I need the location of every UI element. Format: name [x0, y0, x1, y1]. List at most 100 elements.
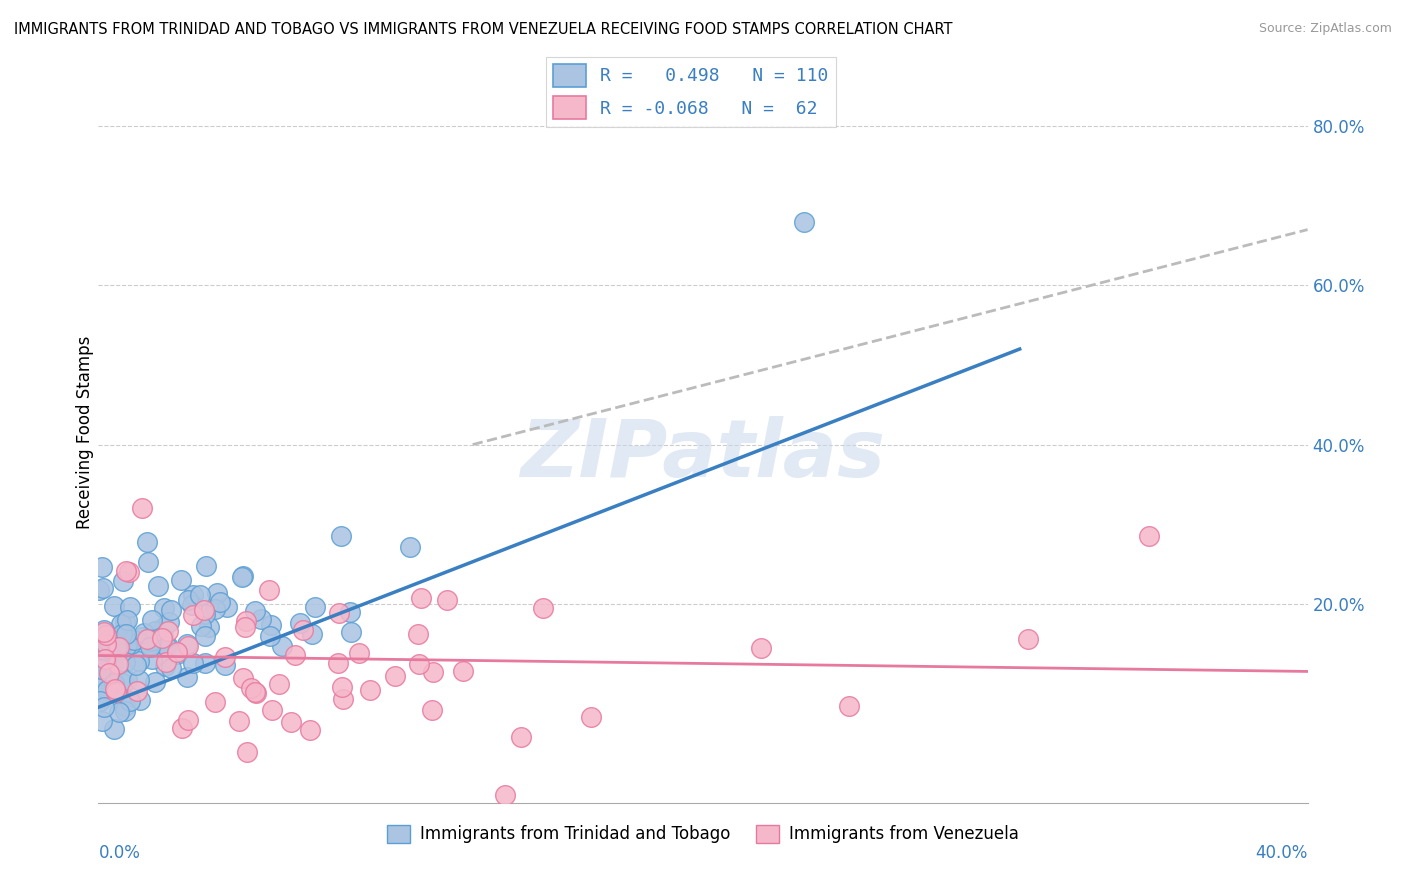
- Point: [97, 629, 120, 643]
- Point: [176, 637, 198, 651]
- Point: [87, 583, 110, 598]
- Point: [131, 501, 153, 516]
- Point: [117, 613, 139, 627]
- Point: [284, 648, 307, 662]
- Point: [94, 686, 117, 700]
- Text: 40.0%: 40.0%: [1256, 844, 1308, 862]
- Point: [100, 670, 122, 684]
- Point: [90, 559, 112, 574]
- Point: [193, 629, 215, 643]
- Point: [384, 668, 406, 682]
- Point: [170, 573, 193, 587]
- Text: Source: ZipAtlas.com: Source: ZipAtlas.com: [1258, 22, 1392, 36]
- Text: ZIPatlas: ZIPatlas: [520, 416, 886, 494]
- Point: [114, 615, 136, 630]
- Point: [141, 613, 163, 627]
- Point: [112, 676, 135, 690]
- Point: [422, 665, 444, 679]
- Point: [298, 723, 321, 737]
- Point: [194, 607, 217, 622]
- Point: [1017, 632, 1039, 646]
- Point: [103, 676, 125, 690]
- Point: [111, 626, 134, 640]
- Point: [183, 607, 205, 622]
- Legend: Immigrants from Trinidad and Tobago, Immigrants from Venezuela: Immigrants from Trinidad and Tobago, Imm…: [381, 818, 1025, 850]
- Point: [115, 638, 138, 652]
- Point: [245, 685, 267, 699]
- Point: [104, 639, 127, 653]
- Point: [406, 626, 429, 640]
- Point: [114, 627, 136, 641]
- Point: [120, 637, 142, 651]
- Point: [136, 555, 159, 569]
- Point: [259, 629, 281, 643]
- Point: [262, 703, 284, 717]
- Point: [181, 598, 204, 612]
- Point: [207, 585, 229, 599]
- Point: [136, 534, 159, 549]
- Point: [97, 640, 120, 655]
- Point: [93, 623, 115, 637]
- Point: [232, 671, 254, 685]
- Point: [139, 638, 162, 652]
- Point: [451, 664, 474, 678]
- Point: [194, 559, 217, 574]
- Point: [91, 654, 114, 668]
- Point: [194, 656, 217, 670]
- Point: [101, 632, 124, 646]
- Point: [339, 624, 361, 639]
- Point: [120, 599, 142, 614]
- Point: [240, 681, 263, 695]
- Point: [290, 615, 312, 630]
- Point: [90, 662, 112, 676]
- Point: [138, 640, 160, 654]
- Point: [233, 620, 256, 634]
- Point: [209, 595, 232, 609]
- Point: [122, 632, 145, 647]
- Point: [105, 684, 128, 698]
- Point: [177, 639, 200, 653]
- Point: [103, 722, 125, 736]
- Point: [494, 788, 516, 802]
- Point: [131, 630, 153, 644]
- Point: [94, 628, 117, 642]
- Text: IMMIGRANTS FROM TRINIDAD AND TOBAGO VS IMMIGRANTS FROM VENEZUELA RECEIVING FOOD : IMMIGRANTS FROM TRINIDAD AND TOBAGO VS I…: [14, 22, 952, 37]
- Point: [155, 655, 177, 669]
- Point: [1137, 529, 1160, 543]
- Point: [291, 624, 314, 638]
- Point: [157, 615, 180, 629]
- Point: [115, 673, 138, 688]
- Y-axis label: Receiving Food Stamps: Receiving Food Stamps: [76, 336, 94, 529]
- Point: [93, 624, 115, 639]
- Point: [141, 652, 163, 666]
- Point: [170, 721, 193, 735]
- Point: [143, 624, 166, 638]
- Point: [198, 620, 221, 634]
- Point: [98, 635, 121, 649]
- Point: [160, 603, 183, 617]
- Point: [257, 582, 280, 597]
- Point: [94, 637, 117, 651]
- Point: [166, 645, 188, 659]
- Point: [104, 681, 127, 696]
- Point: [838, 699, 860, 714]
- Point: [228, 714, 250, 728]
- Point: [177, 592, 200, 607]
- Point: [98, 641, 121, 656]
- Point: [271, 639, 294, 653]
- Point: [181, 588, 204, 602]
- Point: [96, 633, 118, 648]
- Point: [128, 654, 150, 668]
- Point: [134, 626, 156, 640]
- Point: [793, 214, 815, 228]
- Point: [349, 646, 371, 660]
- Point: [118, 565, 141, 579]
- Point: [93, 652, 115, 666]
- Point: [98, 666, 121, 681]
- Point: [236, 745, 259, 759]
- Point: [103, 599, 125, 614]
- Point: [260, 617, 283, 632]
- Point: [301, 626, 323, 640]
- Point: [304, 600, 326, 615]
- Point: [328, 656, 350, 670]
